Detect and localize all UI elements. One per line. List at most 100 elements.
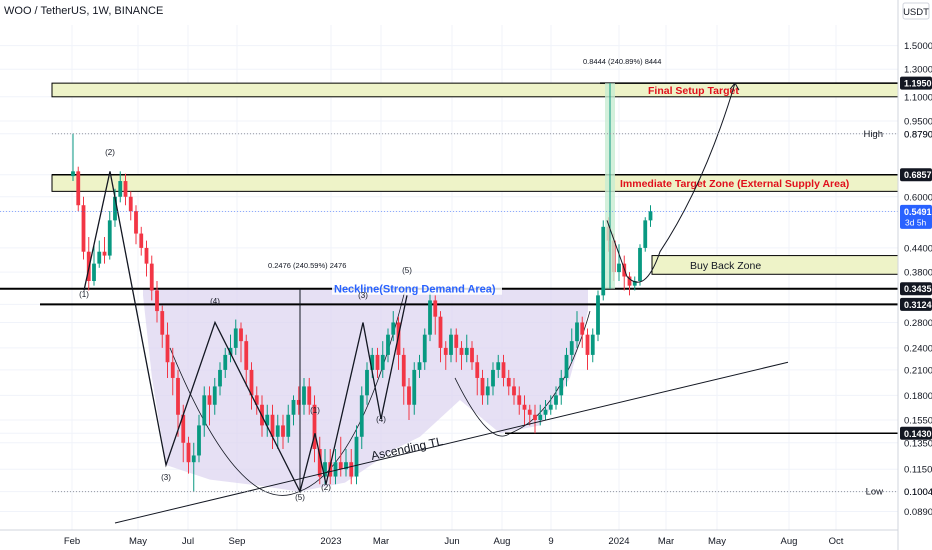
candle-body [81,205,86,252]
zone-layer: Final Setup Target Immediate Target Zone … [0,82,899,435]
last-price-tag [900,204,932,229]
candle-body [123,181,128,197]
candle-body [155,290,159,312]
high-low-marker-label: High [863,129,883,140]
time-tick-label: Aug [494,536,511,547]
price-tick-label: 0.1800 [904,391,932,402]
candle-body [307,386,312,405]
candle-body [648,211,653,221]
currency-button[interactable] [902,2,930,20]
candle-body [296,399,301,405]
candle-body [386,334,390,355]
candle-body [207,395,212,405]
right-shoulder-arc [454,310,591,437]
price-tag-label: 0.3435 [904,284,932,294]
price-tick-label: 0.1350 [904,438,932,449]
candle-body [380,354,385,370]
candle-body [449,334,453,355]
price-tag [900,168,932,182]
candle-body [359,395,364,437]
time-tick-label: Mar [658,536,674,547]
price-tag [900,282,932,296]
candle-body [186,442,191,463]
price-tick-label: 0.1550 [904,415,932,426]
price-tick-label: 0.1150 [904,465,932,476]
price-zone [651,255,899,275]
price-tag [900,297,932,311]
candle-body [228,347,233,355]
price-tag [900,426,932,440]
candle-body [291,399,296,415]
time-axis[interactable]: Feb May Jul Sep 2023 Mar Jun Aug 9 2024 Mar May Aug O… [0,529,898,547]
price-axis[interactable]: 1.5000 1.3000 1.1000 0.9500 0.8790 0.6000 0.44… [897,0,932,550]
candle-body [580,322,585,335]
candle-body [149,263,154,291]
candle-body [596,295,600,335]
candle-body [71,171,75,177]
price-axis-background [898,0,932,550]
candle-body [312,404,317,449]
price-tag [900,76,932,90]
price-tick-label: 0.4400 [904,243,932,254]
high-low-marker-label: Low [866,487,884,498]
candle-body [401,354,406,387]
candle-body [506,377,511,387]
candle-body [128,196,133,212]
price-tick-label: 1.5000 [904,41,932,52]
measure-label-target: 0.8444 (240.89%) 8444 [583,57,661,66]
time-tick-label: Feb [64,536,80,547]
price-tick-label: 0.2100 [904,365,932,376]
wave-label: (4) [210,297,220,306]
candle-body [181,414,186,443]
neckline-label-bg [332,280,502,295]
candle-body [480,377,485,396]
wave-label: (3) [161,473,171,482]
time-tick-label: 9 [548,536,553,547]
candle-body [223,354,228,370]
time-tick-label: May [708,536,726,547]
candle-body [333,462,338,477]
time-tick-label: Sep [229,536,246,547]
candle-body [338,462,343,470]
candle-body [265,414,270,426]
candle-body [422,334,427,363]
candle-body [202,395,207,426]
candle-body [254,395,259,405]
candle-body [533,414,537,420]
price-tag-label: 0.6857 [904,170,932,180]
price-tick-label: 0.0890 [904,507,932,518]
price-tag-label: 0.1430 [904,429,932,439]
candle-body [365,369,369,396]
candle-body [417,362,422,370]
candle-body [527,409,532,415]
candle-body [407,386,411,405]
elliott-wave-line [83,171,408,494]
candle-body [538,414,543,420]
candle-body [522,404,527,410]
price-tick-label: 0.8790 [904,129,932,140]
candle-body [443,347,448,355]
candle-body [134,211,138,234]
wave-label: (3) [358,291,368,300]
time-tick-label: Jul [182,536,194,547]
candle-body [428,300,432,335]
projected-path [606,82,736,283]
candle-body [233,328,238,348]
candle-body [464,347,469,355]
candle-body [160,311,165,335]
candle-body [286,414,291,437]
wave-label: (5) [402,266,412,275]
wave-label: (4) [376,415,386,424]
candle-body [512,386,516,396]
candle-body [548,404,553,410]
candle-body [144,247,149,264]
candle-body [317,448,322,477]
time-tick-label: May [129,536,147,547]
candle-body [643,220,648,248]
candle-body [139,233,144,248]
candle-body [165,334,170,363]
candle-body [590,334,595,355]
candle-body [412,369,417,405]
